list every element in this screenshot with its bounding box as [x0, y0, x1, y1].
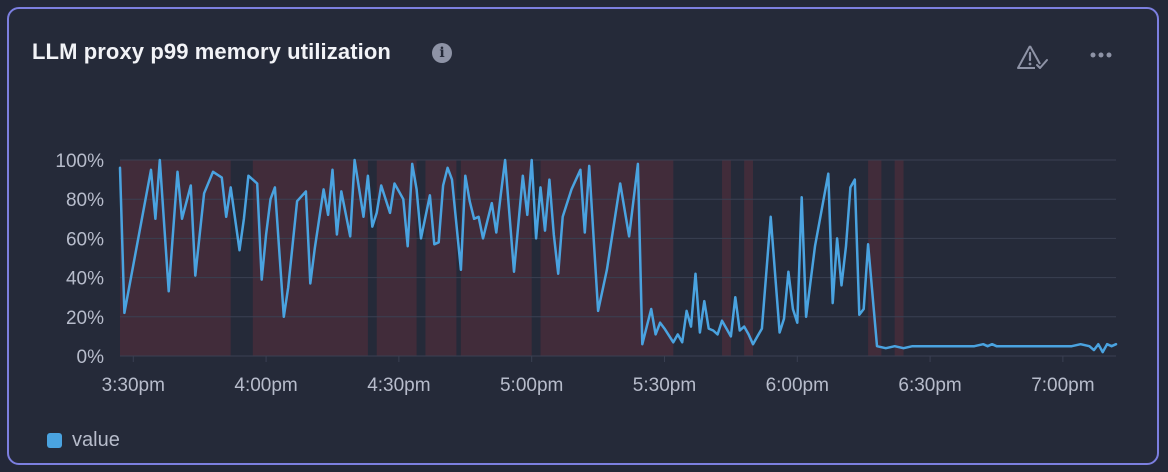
x-tick-label: 7:00pm — [1031, 375, 1094, 396]
y-tick-label: 100% — [55, 151, 104, 172]
alert-band — [425, 160, 457, 356]
x-axis: 3:30pm 4:00pm 4:30pm 5:00pm 5:30pm 6:00pm 6:30… — [102, 356, 1095, 396]
y-tick-label: 20% — [66, 308, 104, 329]
alert-band — [540, 160, 674, 356]
x-tick-label: 6:00pm — [766, 375, 829, 396]
alert-band — [460, 160, 532, 356]
more-horizontal-icon[interactable] — [1086, 44, 1116, 66]
x-tick-label: 4:30pm — [367, 375, 430, 396]
y-axis: 0% 20% 40% 60% 80% 100% — [55, 151, 104, 368]
alert-band — [744, 160, 754, 356]
x-tick-label: 4:00pm — [234, 375, 297, 396]
legend-swatch — [47, 433, 62, 448]
series-line-value — [118, 158, 1118, 354]
y-tick-label: 60% — [66, 229, 104, 250]
y-tick-label: 40% — [66, 269, 104, 290]
x-tick-label: 3:30pm — [102, 375, 165, 396]
legend-label: value — [72, 429, 120, 451]
alert-band — [722, 160, 731, 356]
alert-band — [894, 160, 904, 356]
x-tick-label: 5:30pm — [633, 375, 696, 396]
alert-band — [868, 160, 882, 356]
x-tick-label: 6:30pm — [898, 375, 961, 396]
alert-band — [252, 160, 368, 356]
x-tick-label: 5:00pm — [500, 375, 563, 396]
y-tick-label: 80% — [66, 190, 104, 211]
info-icon[interactable]: i — [432, 43, 452, 63]
alert-check-icon[interactable] — [1015, 40, 1051, 74]
panel-title: LLM proxy p99 memory utilization — [32, 39, 391, 64]
y-tick-label: 0% — [77, 347, 105, 368]
